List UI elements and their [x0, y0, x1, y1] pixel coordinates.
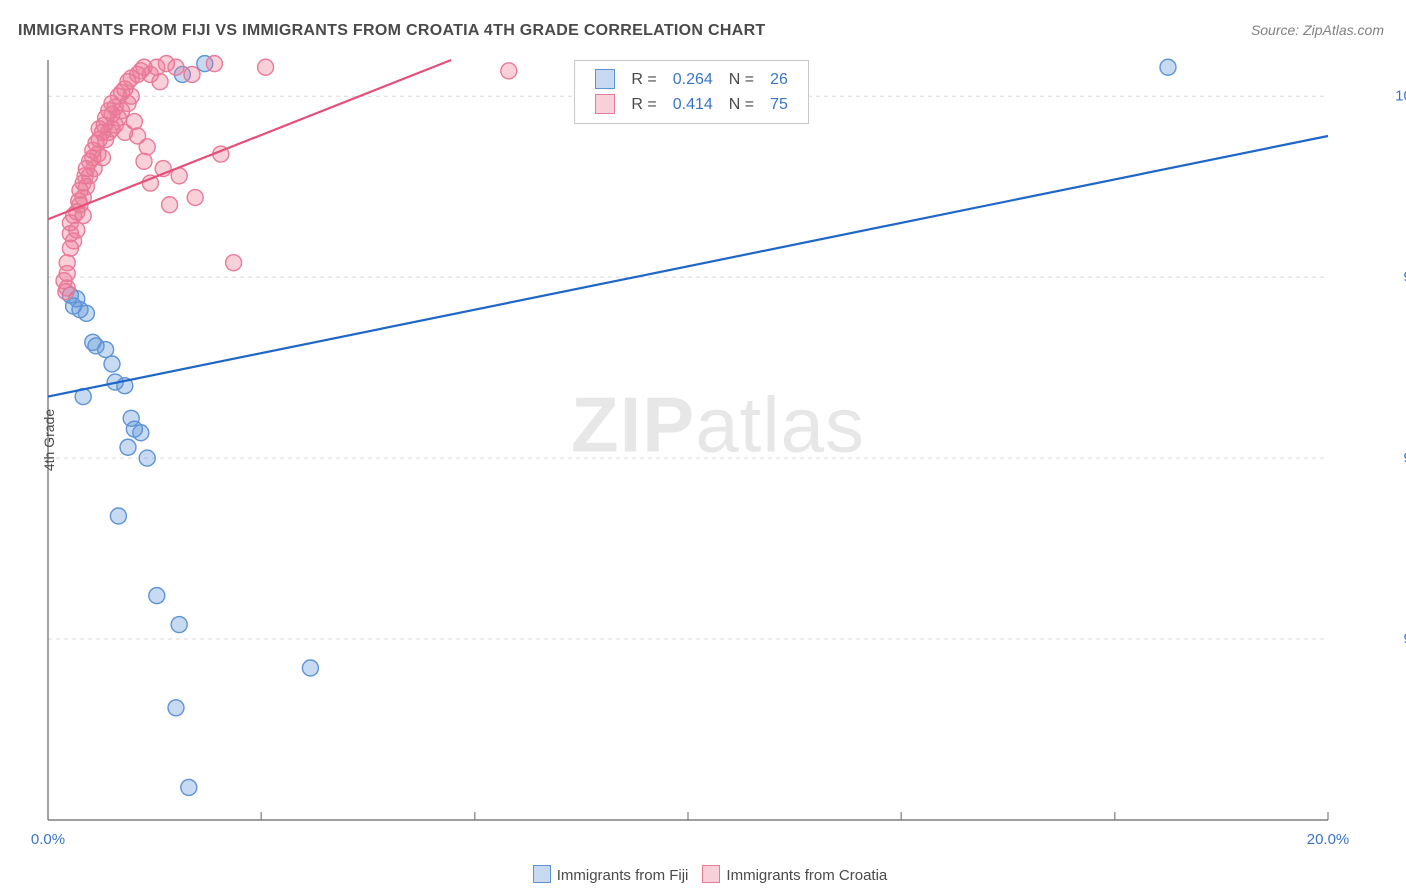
correlation-legend: R =0.264N =26R =0.414N =75	[574, 60, 809, 124]
x-tick-label: 20.0%	[1307, 831, 1350, 848]
scatter-chart	[48, 60, 1328, 820]
legend-label: Immigrants from Croatia	[726, 867, 887, 884]
y-tick-label: 100.0%	[1395, 88, 1406, 105]
chart-area: 4th Grade ZIPatlas 92.5%95.0%97.5%100.0%…	[48, 60, 1388, 820]
series-legend: Immigrants from Fiji Immigrants from Croa…	[0, 865, 1406, 884]
page-root: IMMIGRANTS FROM FIJI VS IMMIGRANTS FROM …	[0, 0, 1406, 892]
y-axis-title: 4th Grade	[41, 409, 57, 471]
legend-label: Immigrants from Fiji	[557, 867, 689, 884]
source-label: Source: ZipAtlas.com	[1251, 22, 1384, 38]
chart-title: IMMIGRANTS FROM FIJI VS IMMIGRANTS FROM …	[18, 22, 766, 40]
x-tick-label: 0.0%	[31, 831, 65, 848]
